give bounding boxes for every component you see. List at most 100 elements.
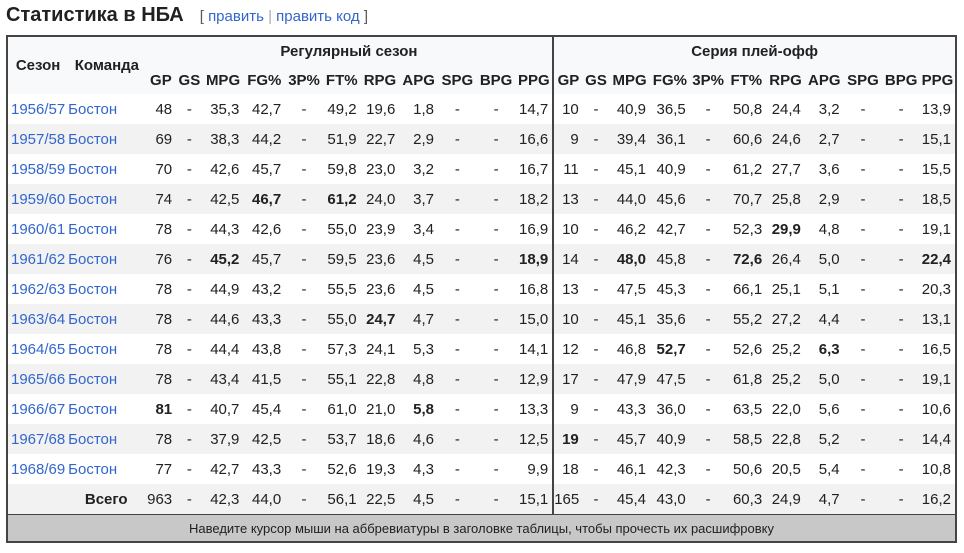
team-link[interactable]: Бостон [68, 130, 118, 148]
playoff-stat-header-bpg[interactable]: BPG [882, 66, 921, 94]
playoff-stat-header-3p-pct[interactable]: 3P% [689, 66, 727, 94]
playoff-cell-mpg: 47,9 [609, 364, 651, 394]
regular-cell-3p-pct: - [285, 364, 323, 394]
regular-cell-apg: 3,4 [399, 214, 439, 244]
regular-cell-mpg: 42,6 [202, 154, 244, 184]
team-link[interactable]: Бостон [68, 460, 118, 478]
season-link[interactable]: 1961/62 [11, 250, 66, 268]
playoff-cell-ft-pct: 61,8 [726, 364, 767, 394]
regular-stat-header-spg[interactable]: SPG [438, 66, 477, 94]
season-link[interactable]: 1956/57 [11, 100, 66, 118]
regular-stat-header-apg[interactable]: APG [399, 66, 439, 94]
playoff-cell-spg: - [843, 244, 883, 274]
table-row: 1968/69 Бостон 77-42,7 43,3-52,6 19,3 4,3- -9,… [7, 454, 956, 484]
regular-stat-header-ft-pct[interactable]: FT% [322, 66, 361, 94]
edit-code-link[interactable]: править код [276, 8, 360, 25]
season-link[interactable]: 1964/65 [11, 340, 66, 358]
regular-stat-header-bpg[interactable]: BPG [476, 66, 516, 94]
table-row: 1956/57 Бостон 48-35,3 42,7-49,2 19,6 1,8- -14… [7, 94, 956, 124]
playoff-cell-ppg: 20,3 [920, 274, 956, 304]
playoff-cell-rpg: 22,8 [766, 424, 805, 454]
regular-cell-gs: - [176, 454, 203, 484]
playoff-stat-header-fg-pct[interactable]: FG% [650, 66, 690, 94]
playoff-stat-header-gs[interactable]: GS [582, 66, 610, 94]
team-link[interactable]: Бостон [68, 250, 118, 268]
team-link[interactable]: Бостон [68, 190, 118, 208]
edit-link[interactable]: править [208, 8, 264, 25]
table-row: 1960/61 Бостон 78-44,3 42,6-55,0 23,9 3,4- -16… [7, 214, 956, 244]
total-regular-cell-apg: 4,5 [399, 484, 439, 515]
edit-section-links: [ править | править код ] [200, 8, 368, 25]
record-value: 45,2 [210, 250, 240, 268]
table-row: 1966/67 Бостон 81-40,7 45,4-61,0 21,0 5,8- -13… [7, 394, 956, 424]
playoff-stat-header-apg[interactable]: APG [804, 66, 844, 94]
playoff-stat-header-gp[interactable]: GP [552, 66, 583, 94]
regular-cell-fg-pct: 43,8 [243, 334, 286, 364]
team-cell: Бостон [68, 304, 146, 334]
team-link[interactable]: Бостон [68, 220, 118, 238]
season-link[interactable]: 1958/59 [11, 160, 66, 178]
team-link[interactable]: Бостон [68, 400, 118, 418]
regular-cell-apg: 2,9 [399, 124, 439, 154]
regular-cell-gp: 76 [145, 244, 177, 274]
regular-cell-rpg: 23,9 [360, 214, 400, 244]
playoff-stat-header-rpg[interactable]: RPG [766, 66, 805, 94]
regular-cell-ppg: 16,9 [515, 214, 554, 244]
regular-stat-header-3p-pct[interactable]: 3P% [285, 66, 323, 94]
regular-cell-mpg: 44,3 [202, 214, 244, 244]
regular-cell-spg: - [438, 304, 477, 334]
record-value: 6,3 [818, 340, 840, 358]
regular-cell-gs: - [176, 424, 203, 454]
team-link[interactable]: Бостон [68, 280, 118, 298]
season-link[interactable]: 1965/66 [11, 370, 66, 388]
season-cell: 1956/57 [7, 94, 69, 124]
season-link[interactable]: 1959/60 [11, 190, 66, 208]
regular-cell-gp: 78 [145, 364, 177, 394]
playoff-cell-apg: 2,9 [804, 184, 844, 214]
team-link[interactable]: Бостон [68, 100, 118, 118]
regular-stat-header-ppg[interactable]: PPG [515, 66, 554, 94]
season-link[interactable]: 1963/64 [11, 310, 66, 328]
playoff-cell-bpg: - [882, 214, 921, 244]
playoff-stat-header-spg[interactable]: SPG [843, 66, 883, 94]
season-link[interactable]: 1966/67 [11, 400, 66, 418]
playoff-cell-spg: - [843, 94, 883, 124]
regular-cell-rpg: 24,7 [360, 304, 400, 334]
regular-cell-fg-pct: 43,3 [243, 454, 286, 484]
team-link[interactable]: Бостон [68, 160, 118, 178]
regular-cell-gp: 48 [145, 94, 177, 124]
playoff-stat-header-ft-pct[interactable]: FT% [726, 66, 767, 94]
regular-cell-rpg: 21,0 [360, 394, 400, 424]
stats-table-body: 1956/57 Бостон 48-35,3 42,7-49,2 19,6 1,8- -14… [7, 94, 956, 515]
playoff-cell-fg-pct: 45,8 [650, 244, 690, 274]
playoff-stat-header-mpg[interactable]: MPG [609, 66, 651, 94]
playoff-cell-bpg: - [882, 94, 921, 124]
playoff-cell-gp: 10 [552, 94, 583, 124]
regular-stat-header-mpg[interactable]: MPG [202, 66, 244, 94]
team-link[interactable]: Бостон [68, 310, 118, 328]
team-link[interactable]: Бостон [68, 340, 118, 358]
regular-cell-rpg: 24,1 [360, 334, 400, 364]
playoff-cell-3p-pct: - [689, 364, 727, 394]
regular-cell-gp: 77 [145, 454, 177, 484]
regular-stat-header-gs[interactable]: GS [176, 66, 203, 94]
regular-cell-fg-pct: 44,2 [243, 124, 286, 154]
team-link[interactable]: Бостон [68, 430, 118, 448]
regular-stat-header-gp[interactable]: GP [145, 66, 177, 94]
playoff-cell-ppg: 19,1 [920, 364, 956, 394]
playoff-stat-header-ppg[interactable]: PPG [920, 66, 956, 94]
playoff-cell-gs: - [582, 214, 610, 244]
season-link[interactable]: 1957/58 [11, 130, 66, 148]
season-link[interactable]: 1967/68 [11, 430, 66, 448]
season-link[interactable]: 1962/63 [11, 280, 66, 298]
regular-cell-fg-pct: 42,5 [243, 424, 286, 454]
season-link[interactable]: 1960/61 [11, 220, 66, 238]
team-link[interactable]: Бостон [68, 370, 118, 388]
regular-cell-bpg: - [476, 244, 516, 274]
playoff-cell-ft-pct: 52,3 [726, 214, 767, 244]
season-link[interactable]: 1968/69 [11, 460, 66, 478]
regular-stat-header-fg-pct[interactable]: FG% [243, 66, 286, 94]
season-cell: 1958/59 [7, 154, 69, 184]
total-regular-cell-gp: 963 [145, 484, 177, 515]
regular-stat-header-rpg[interactable]: RPG [360, 66, 400, 94]
